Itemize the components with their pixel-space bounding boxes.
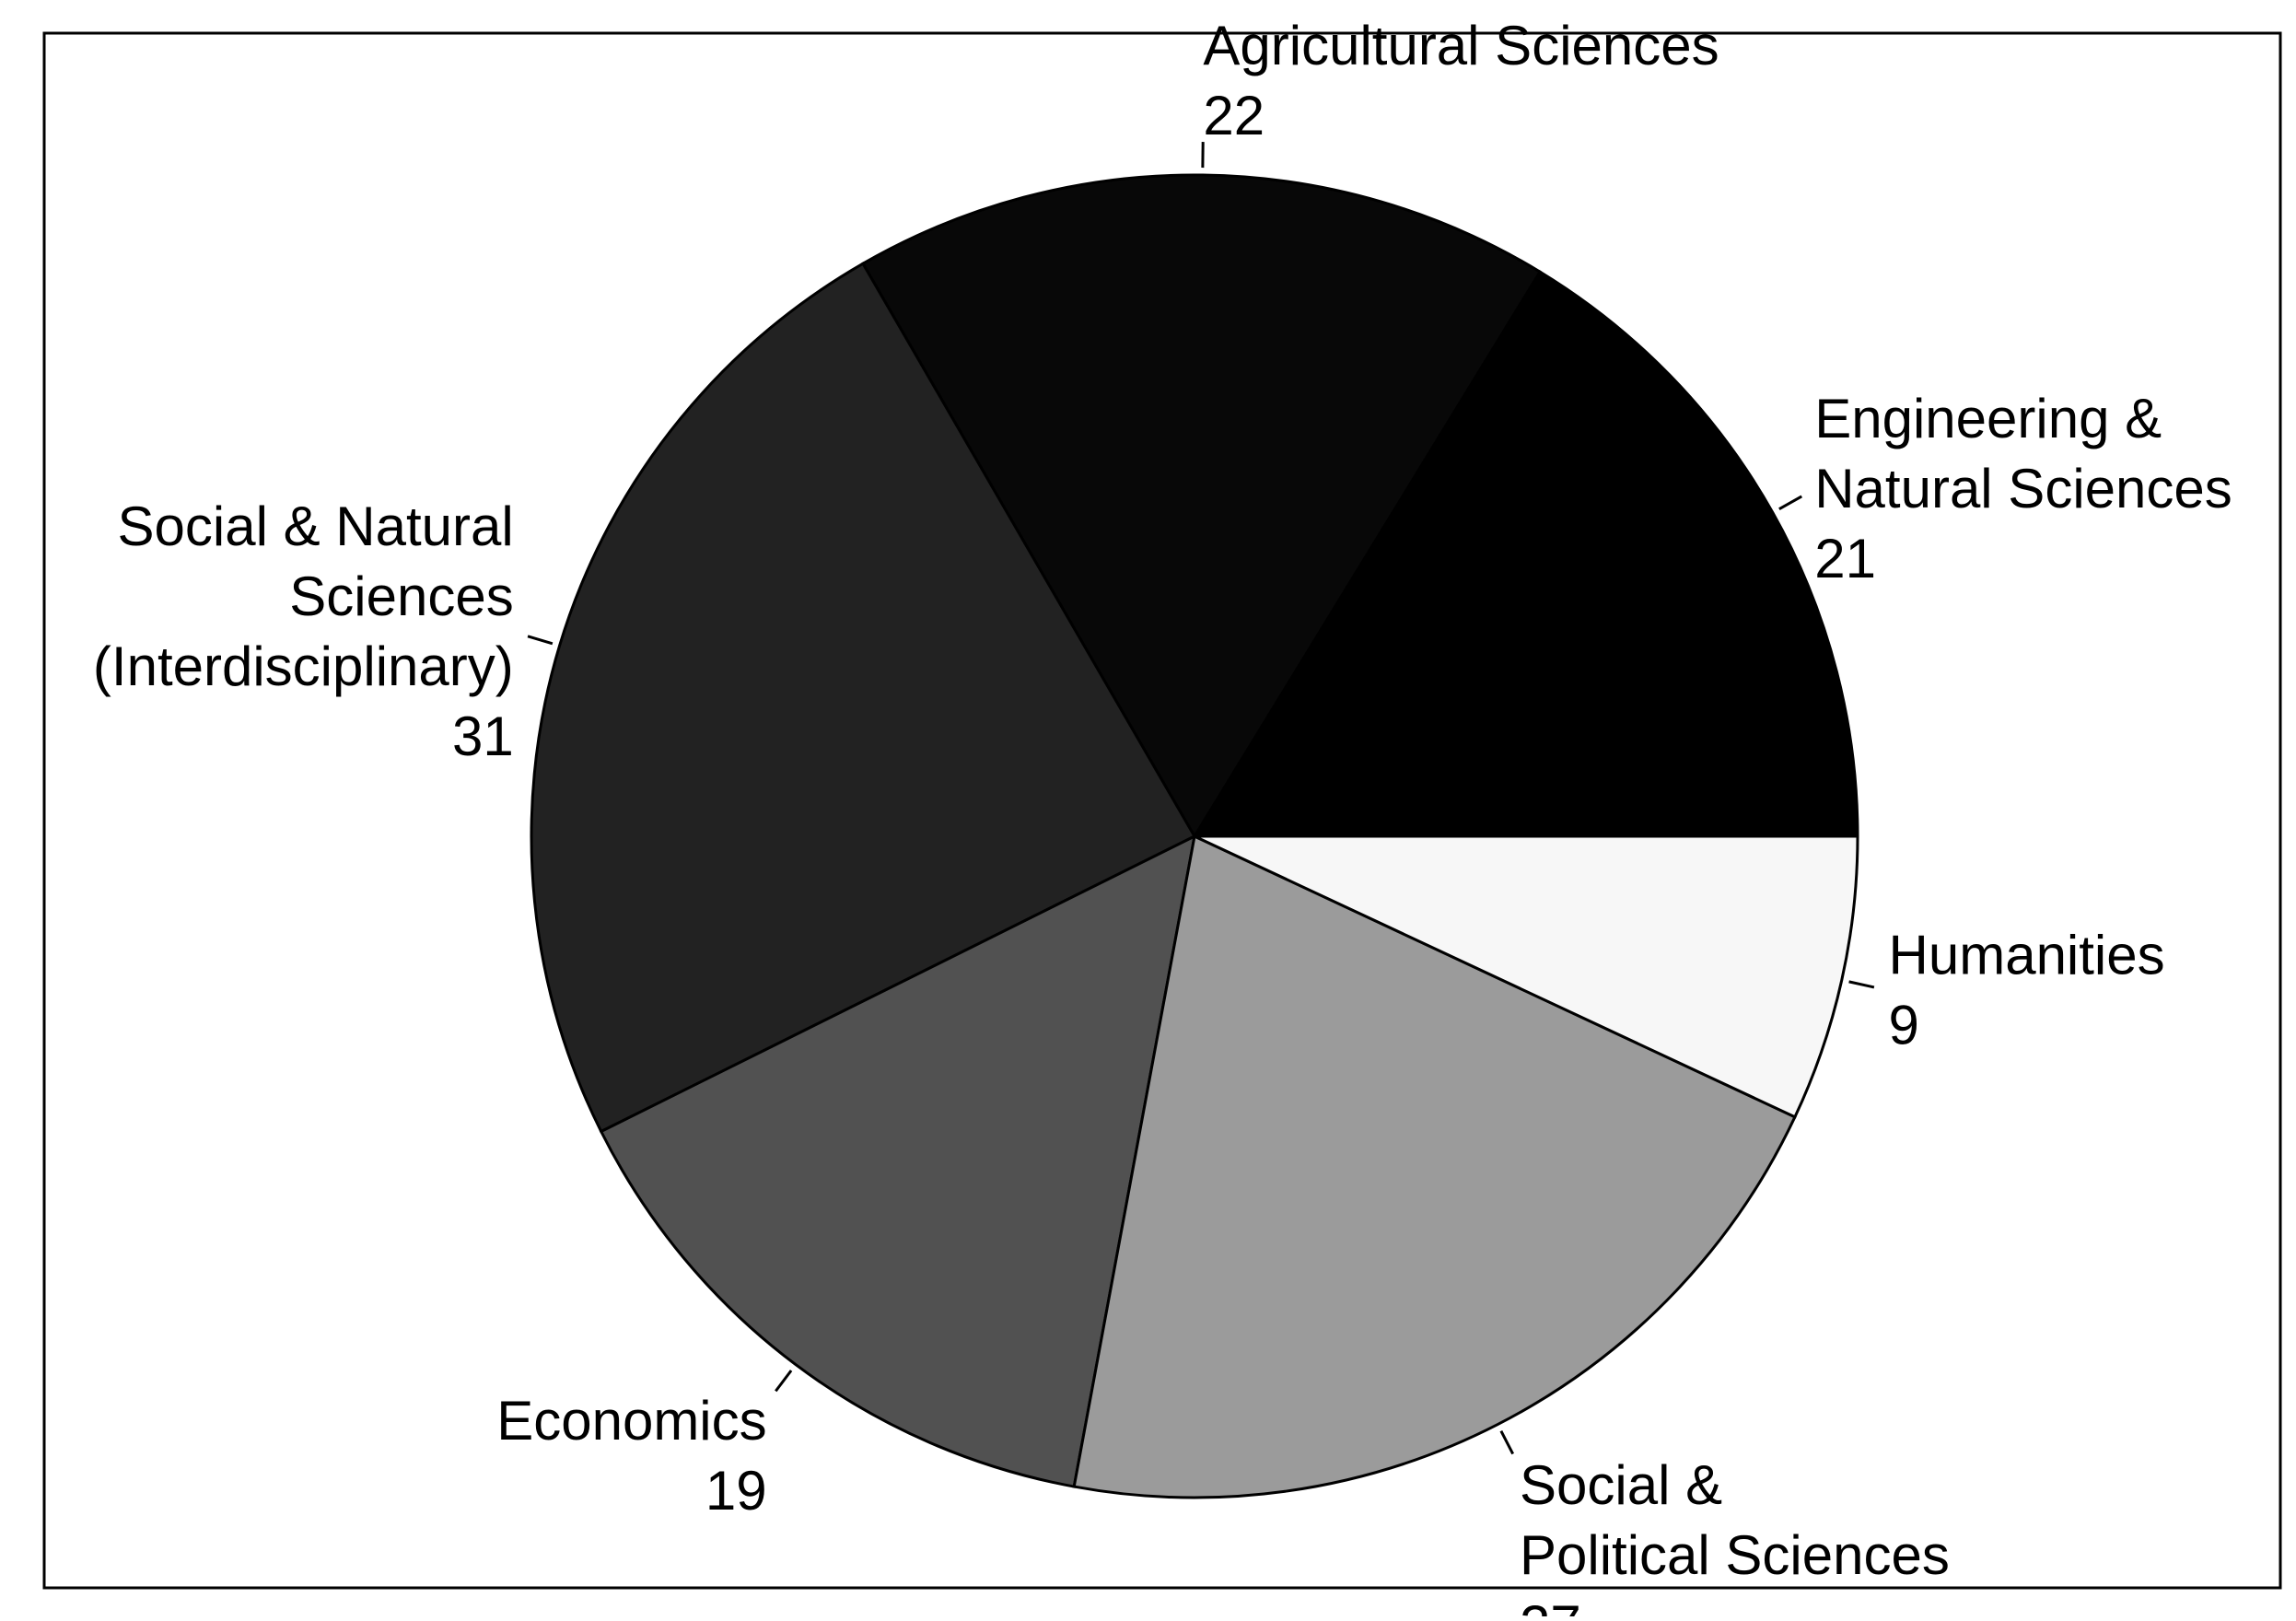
slice-label-line-2-0: Social & Natural [118, 496, 514, 557]
slice-label-line-2-1: Sciences [289, 566, 513, 627]
slice-label-line-1-0: Agricultural Sciences [1203, 15, 1719, 76]
slice-label-line-3-0: Economics [496, 1390, 766, 1452]
slices-group [531, 175, 1858, 1498]
slice-label-line-0-0: Engineering & [1814, 388, 2162, 449]
slice-value-3: 19 [705, 1460, 767, 1522]
slice-label-line-0-1: Natural Sciences [1814, 458, 2232, 519]
slice-value-0: 21 [1814, 528, 1876, 589]
slice-label-line-2-2: (Interdisciplinary) [93, 636, 514, 697]
slice-value-1: 22 [1203, 85, 1265, 146]
slice-value-2: 31 [452, 706, 514, 767]
slice-value-5: 9 [1889, 994, 1919, 1055]
slice-label-line-5-0: Humanities [1889, 924, 2165, 985]
slice-value-4: 27 [1520, 1594, 1581, 1616]
slice-label-line-4-1: Political Sciences [1520, 1524, 1950, 1586]
slice-label-line-4-0: Social & [1520, 1454, 1722, 1516]
